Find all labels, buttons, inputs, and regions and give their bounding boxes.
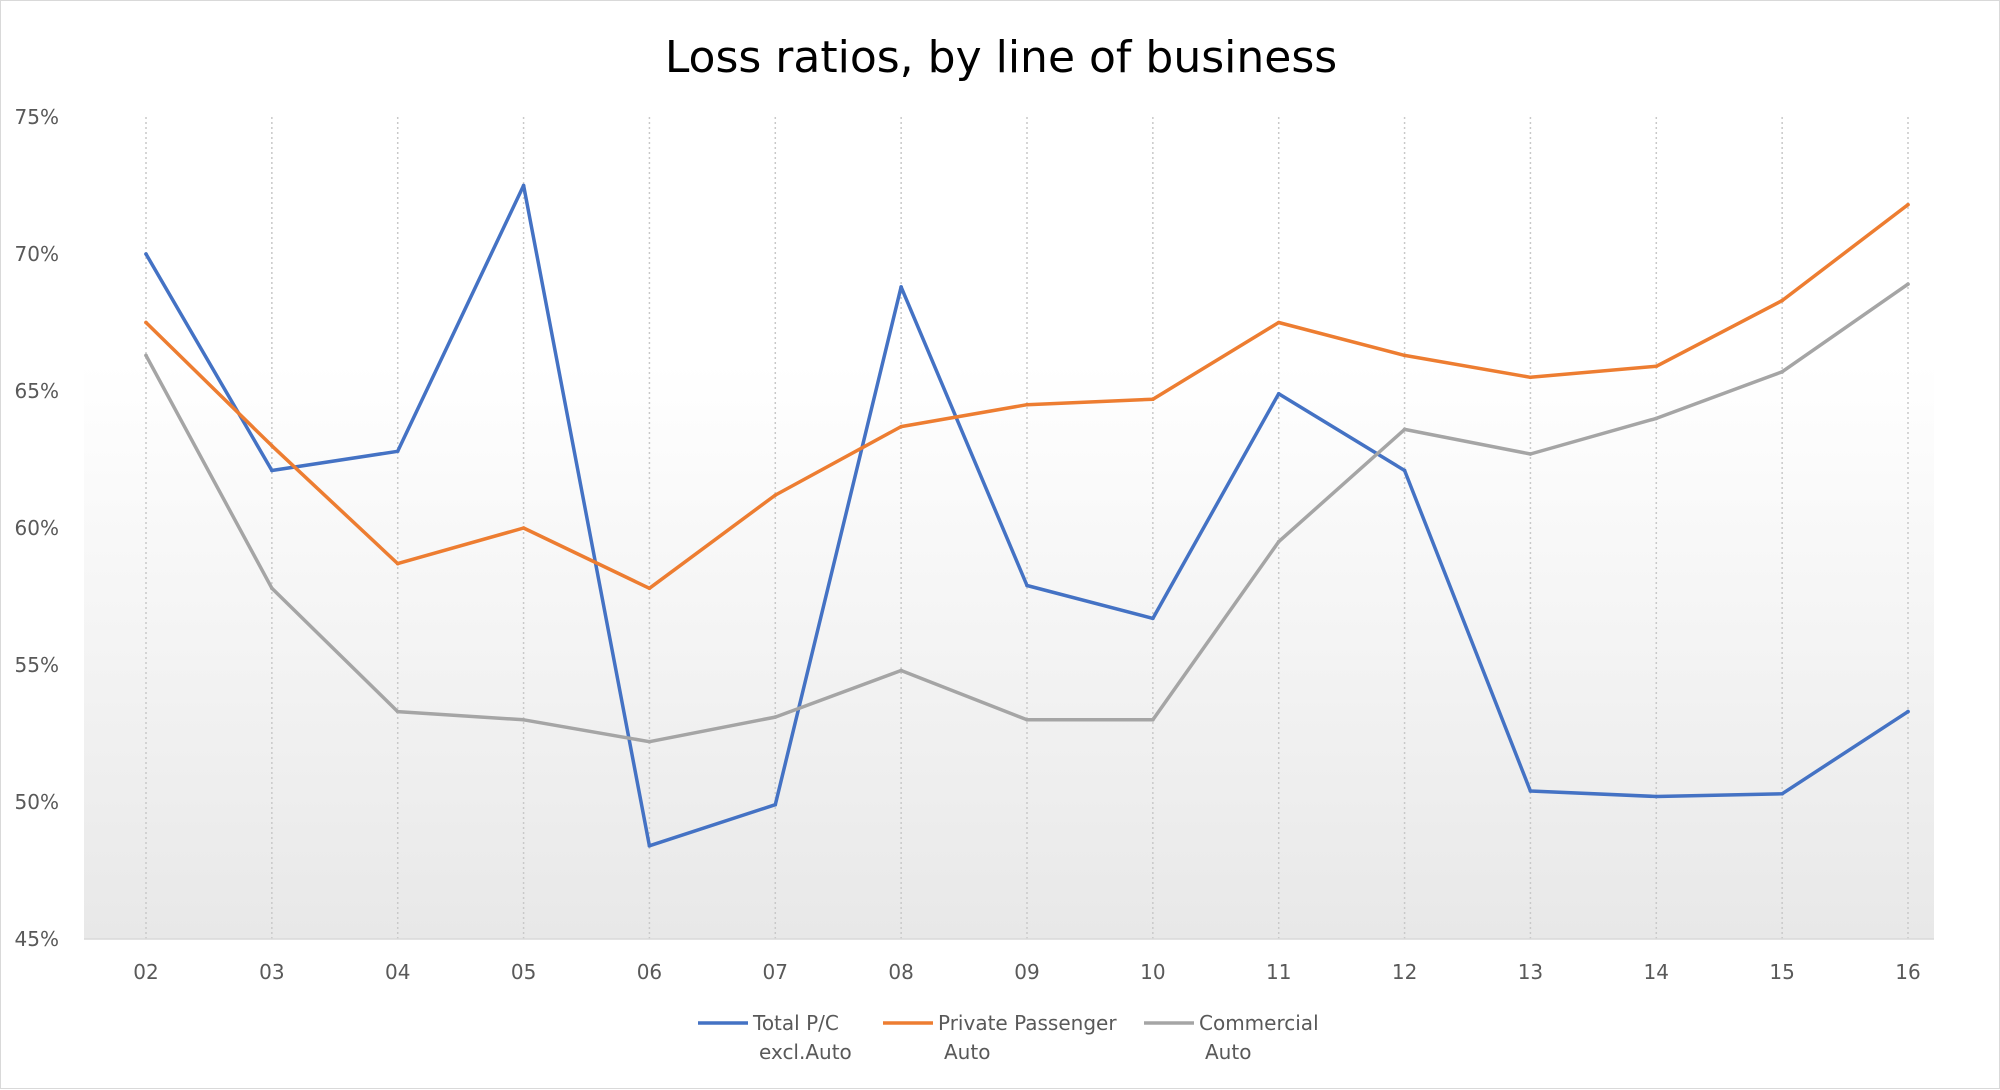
- data-point: [1780, 298, 1784, 303]
- data-point: [899, 424, 903, 429]
- y-tick-label: 70%: [15, 242, 59, 266]
- y-tick-label: 50%: [15, 790, 59, 814]
- legend-label: Commercial Auto: [1199, 1011, 1319, 1064]
- chart-title: Loss ratios, by line of business: [665, 32, 1337, 83]
- x-tick-label: 06: [637, 960, 662, 984]
- data-point: [270, 586, 274, 591]
- data-point: [1151, 718, 1155, 722]
- data-point: [144, 252, 148, 256]
- data-point: [395, 561, 400, 566]
- y-tick-label: 75%: [15, 105, 59, 129]
- legend-item: Total P/C excl.Auto: [698, 1011, 852, 1064]
- x-tick-label: 07: [763, 960, 788, 984]
- x-tick-label: 09: [1014, 960, 1039, 984]
- gridlines: [145, 117, 1909, 939]
- data-point: [1528, 452, 1533, 456]
- data-point: [1528, 789, 1533, 793]
- y-tick-label: 60%: [15, 516, 59, 540]
- data-point: [1780, 791, 1784, 796]
- x-tick-label: 11: [1266, 960, 1291, 984]
- data-point: [270, 444, 274, 448]
- data-point: [1906, 709, 1910, 714]
- x-tick-label: 04: [385, 960, 410, 984]
- legend-label: Private Passenger Auto: [938, 1011, 1117, 1064]
- data-point: [1402, 468, 1407, 473]
- data-point: [773, 715, 778, 719]
- data-point: [1402, 353, 1407, 358]
- data-point: [270, 468, 274, 473]
- data-point: [1276, 320, 1281, 325]
- data-point: [521, 526, 526, 530]
- data-point: [1654, 794, 1659, 799]
- data-point: [1025, 718, 1029, 722]
- data-point: [1276, 539, 1281, 544]
- data-point: [1528, 375, 1533, 380]
- data-point: [144, 320, 148, 325]
- axes: 02 03 04 05 06 07 08 09 10 11 12 13 14 15 16 45% 50% 55% 6…: [15, 105, 1934, 984]
- data-point: [1151, 397, 1155, 402]
- x-tick-label: 03: [259, 960, 284, 984]
- x-tick-label: 08: [888, 960, 913, 984]
- x-tick-label: 13: [1518, 960, 1543, 984]
- data-point: [1025, 583, 1029, 588]
- plot-area: [84, 117, 1934, 939]
- series-lines: [144, 183, 1910, 848]
- x-tick-label: 15: [1769, 960, 1794, 984]
- y-tick-label: 55%: [15, 653, 59, 677]
- data-point: [1151, 616, 1155, 621]
- data-point: [1654, 416, 1659, 421]
- data-point: [521, 718, 526, 722]
- x-tick-label: 10: [1140, 960, 1165, 984]
- y-tick-label: 65%: [15, 379, 59, 403]
- legend-item: Commercial Auto: [1144, 1011, 1319, 1064]
- data-point: [1025, 402, 1029, 407]
- x-tick-label: 14: [1644, 960, 1669, 984]
- x-tick-label: 02: [133, 960, 158, 984]
- data-point: [647, 844, 652, 848]
- data-point: [1276, 391, 1281, 396]
- data-point: [773, 493, 778, 497]
- data-point: [1906, 282, 1910, 286]
- data-point: [773, 802, 778, 807]
- x-tick-label: 12: [1392, 960, 1417, 984]
- data-point: [899, 285, 903, 289]
- y-tick-label: 45%: [15, 927, 59, 951]
- data-point: [1654, 364, 1659, 369]
- data-point: [1906, 202, 1910, 207]
- data-point: [899, 668, 903, 673]
- legend-label: Total P/C excl.Auto: [752, 1011, 852, 1064]
- data-point: [521, 183, 526, 188]
- x-tick-label: 05: [511, 960, 536, 984]
- legend: Total P/C excl.Auto Private Passenger Auto C…: [698, 1011, 1319, 1064]
- data-point: [647, 739, 652, 744]
- data-point: [395, 449, 400, 454]
- data-point: [144, 353, 148, 358]
- data-point: [395, 709, 400, 714]
- data-point: [647, 586, 652, 591]
- legend-item: Private Passenger Auto: [883, 1011, 1117, 1064]
- data-point: [1780, 370, 1784, 374]
- data-point: [1402, 427, 1407, 432]
- x-tick-label: 16: [1895, 960, 1920, 984]
